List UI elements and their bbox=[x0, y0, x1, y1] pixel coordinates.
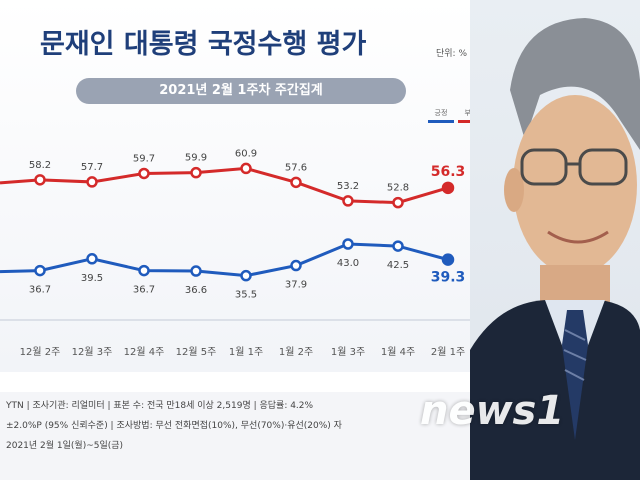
x-tick-label: 1월 4주 bbox=[381, 346, 415, 358]
data-label: 60.9 bbox=[235, 148, 257, 159]
data-label: 59.9 bbox=[185, 153, 207, 164]
news1-watermark: news1 bbox=[420, 388, 565, 434]
data-label: 39.3 bbox=[431, 270, 466, 286]
data-label: 52.8 bbox=[387, 183, 409, 194]
data-point bbox=[190, 166, 202, 179]
x-tick-label: 12월 4주 bbox=[124, 346, 165, 358]
x-tick-label: 1월 2주 bbox=[279, 346, 313, 358]
data-point bbox=[290, 176, 302, 189]
chart-subtitle: 2021년 2월 1주차 주간집계 bbox=[76, 78, 406, 104]
data-point bbox=[441, 253, 455, 266]
survey-footer: YTN | 조사기관: 리얼미터 | 표본 수: 전국 만18세 이상 2,51… bbox=[0, 392, 470, 480]
data-point bbox=[441, 181, 455, 195]
data-label: 57.7 bbox=[81, 162, 103, 173]
footer-line-1: YTN | 조사기관: 리얼미터 | 표본 수: 전국 만18세 이상 2,51… bbox=[6, 401, 314, 411]
legend-item-positive: 긍정 bbox=[428, 108, 454, 123]
legend-label-positive: 긍정 bbox=[434, 109, 448, 117]
x-tick-label: 12월 3주 bbox=[72, 346, 113, 358]
footer-line-2: ±2.0%P (95% 신뢰수준) | 조사방법: 무선 전화면접(10%), … bbox=[6, 421, 342, 431]
unit-label: 단위: % bbox=[436, 49, 468, 59]
data-label: 57.6 bbox=[285, 162, 307, 173]
x-tick-label: 12월 2주 bbox=[20, 346, 61, 358]
x-tick-label: 1월 1주 bbox=[229, 346, 263, 358]
legend-swatch-positive bbox=[428, 120, 454, 123]
chart-panel: 문재인 대통령 국정수행 평가 단위: % 2021년 2월 1주차 주간집계 … bbox=[0, 0, 490, 372]
data-point bbox=[34, 264, 46, 277]
x-tick-label: 2월 1주 bbox=[431, 346, 465, 358]
data-label: 53.2 bbox=[337, 181, 359, 192]
footer-line-3: 2021년 2월 1일(월)~5일(금) bbox=[6, 441, 124, 451]
data-label: 56.3 bbox=[431, 164, 466, 180]
data-point bbox=[290, 259, 302, 272]
series-line-negative bbox=[0, 166, 449, 205]
data-label: 59.7 bbox=[133, 153, 155, 164]
data-point bbox=[392, 240, 404, 252]
data-point bbox=[34, 174, 46, 186]
data-label: 36.7 bbox=[133, 285, 155, 296]
data-point bbox=[190, 265, 202, 277]
data-point bbox=[138, 167, 150, 180]
data-point bbox=[86, 253, 98, 265]
series-line-positive bbox=[0, 242, 449, 278]
chart-title: 문재인 대통령 국정수행 평가 bbox=[40, 29, 367, 60]
data-label: 37.9 bbox=[285, 280, 307, 291]
portrait-illustration bbox=[470, 18, 640, 480]
data-label: 58.2 bbox=[29, 160, 51, 171]
x-tick-label: 12월 5주 bbox=[176, 346, 217, 358]
data-label: 35.5 bbox=[235, 290, 257, 301]
data-label: 39.5 bbox=[81, 273, 103, 284]
data-point bbox=[392, 196, 404, 209]
data-label: 36.7 bbox=[29, 285, 51, 296]
data-point bbox=[342, 195, 354, 207]
x-tick-label: 1월 3주 bbox=[331, 346, 365, 358]
data-point bbox=[240, 269, 252, 282]
data-label: 42.5 bbox=[387, 260, 409, 271]
data-point bbox=[342, 238, 354, 250]
data-point bbox=[86, 176, 98, 188]
data-label: 36.6 bbox=[185, 285, 207, 296]
president-photo bbox=[470, 0, 640, 480]
data-point bbox=[138, 264, 150, 277]
data-point bbox=[240, 162, 252, 175]
data-label: 43.0 bbox=[337, 258, 359, 269]
